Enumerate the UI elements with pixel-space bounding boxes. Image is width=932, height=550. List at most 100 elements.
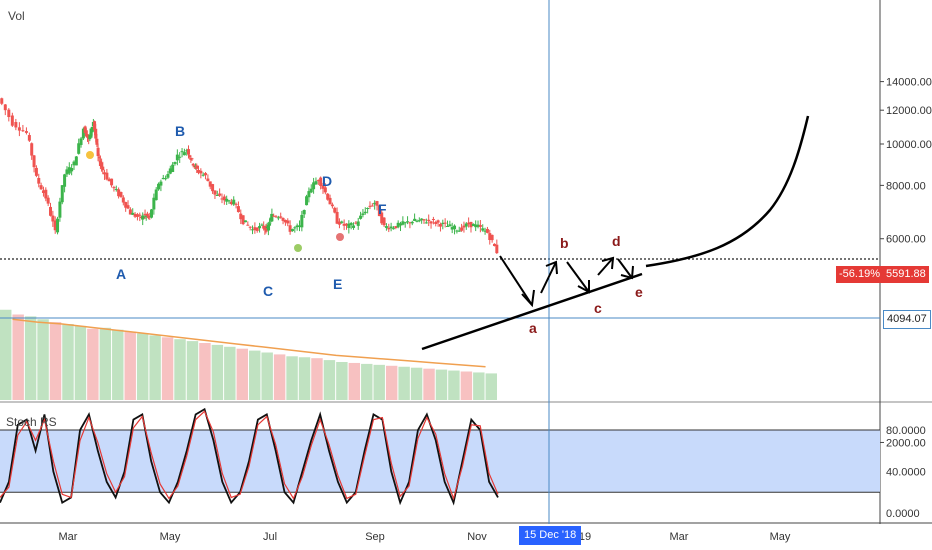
candle-body xyxy=(178,157,181,158)
marker-dot xyxy=(294,244,302,252)
candle-body xyxy=(359,216,362,219)
candle-body xyxy=(491,235,494,240)
candle-body xyxy=(206,179,209,182)
change-badge: -56.19% xyxy=(836,266,883,283)
candle-body xyxy=(286,221,289,224)
candle-body xyxy=(481,228,484,230)
candle-body xyxy=(279,216,282,217)
candle-body xyxy=(204,173,207,175)
candle-body xyxy=(260,225,263,226)
time-axis-tick: Jul xyxy=(263,531,277,543)
candle-body xyxy=(218,194,221,196)
candle-body xyxy=(427,220,430,221)
candle-body xyxy=(495,245,498,253)
candle-body xyxy=(418,220,421,221)
candle-body xyxy=(228,200,231,201)
time-axis-tick: Mar xyxy=(59,531,78,543)
candle-body xyxy=(47,198,50,204)
candle-body xyxy=(7,110,10,117)
wave-label-a: a xyxy=(529,320,537,336)
candle-body xyxy=(432,219,435,220)
volume-bar xyxy=(286,356,297,400)
volume-pane-label: Vol xyxy=(8,9,25,23)
volume-bar xyxy=(461,372,472,401)
candle-body xyxy=(112,187,115,188)
candle-body xyxy=(340,222,343,223)
volume-bar xyxy=(386,366,397,400)
candle-body xyxy=(37,178,40,184)
candle-body xyxy=(303,210,306,214)
volume-bar xyxy=(224,347,235,400)
volume-bar xyxy=(261,353,272,401)
volume-bar xyxy=(174,339,185,400)
candle-body xyxy=(293,227,296,228)
candle-body xyxy=(392,228,395,229)
candle-body xyxy=(195,165,198,168)
volume-bar xyxy=(486,373,497,400)
candle-body xyxy=(244,220,247,222)
candle-body xyxy=(199,171,202,174)
candle-body xyxy=(460,228,463,231)
candle-body xyxy=(366,208,369,209)
candle-body xyxy=(275,216,278,217)
candle-body xyxy=(333,208,336,213)
candle-body xyxy=(310,189,313,193)
candle-body xyxy=(166,174,169,178)
marker-dot xyxy=(336,233,344,241)
candle-body xyxy=(35,168,38,176)
time-axis-tick: May xyxy=(160,531,181,543)
price-axis-tick: 12000.00 xyxy=(886,105,932,117)
candle-body xyxy=(390,227,393,229)
wave-label-b: b xyxy=(560,235,569,251)
volume-bar xyxy=(448,371,459,400)
volume-bar xyxy=(25,316,36,400)
candle-body xyxy=(430,221,433,223)
candle-body xyxy=(183,152,186,155)
candle-body xyxy=(361,213,364,215)
price-axis-tick: 14000.00 xyxy=(886,77,932,89)
candle-body xyxy=(14,122,17,127)
candle-body xyxy=(270,214,273,221)
candle-body xyxy=(119,192,122,197)
candle-body xyxy=(181,151,184,152)
volume-bar xyxy=(149,335,160,400)
candle-body xyxy=(314,181,317,184)
time-axis-tick: Sep xyxy=(365,531,385,543)
candle-body xyxy=(40,185,43,189)
candle-body xyxy=(453,226,456,230)
candle-body xyxy=(235,204,238,205)
volume-bar xyxy=(336,362,347,400)
candle-body xyxy=(486,229,489,233)
candle-body xyxy=(458,231,461,232)
price-axis-tick: 8000.00 xyxy=(886,180,926,192)
stoch-axis-tick: 80.0000 xyxy=(886,425,926,437)
candle-body xyxy=(364,212,367,213)
candle-body xyxy=(237,206,240,212)
candle-body xyxy=(122,197,125,202)
volume-bar xyxy=(311,358,322,400)
candle-body xyxy=(110,179,113,186)
candle-body xyxy=(479,225,482,227)
wave-label-A: A xyxy=(116,266,126,282)
candle-body xyxy=(291,229,294,231)
candle-body xyxy=(385,226,388,228)
candle-body xyxy=(249,227,252,228)
candle-body xyxy=(371,206,374,207)
candle-body xyxy=(155,190,158,201)
crosshair-price-badge: 4094.07 xyxy=(883,310,931,329)
candle-body xyxy=(164,178,167,179)
candle-body xyxy=(187,149,190,154)
volume-bar xyxy=(187,341,198,400)
candle-body xyxy=(305,196,308,205)
candle-body xyxy=(444,223,447,224)
time-axis: Mar May Jul Sep Nov 19 Mar May xyxy=(59,531,791,543)
wave-label-D: D xyxy=(322,173,332,189)
volume-bar xyxy=(50,322,61,400)
candle-body xyxy=(63,174,66,186)
volume-bar xyxy=(398,367,409,400)
candle-body xyxy=(448,224,451,226)
candle-body xyxy=(242,215,245,224)
candle-body xyxy=(105,173,108,180)
